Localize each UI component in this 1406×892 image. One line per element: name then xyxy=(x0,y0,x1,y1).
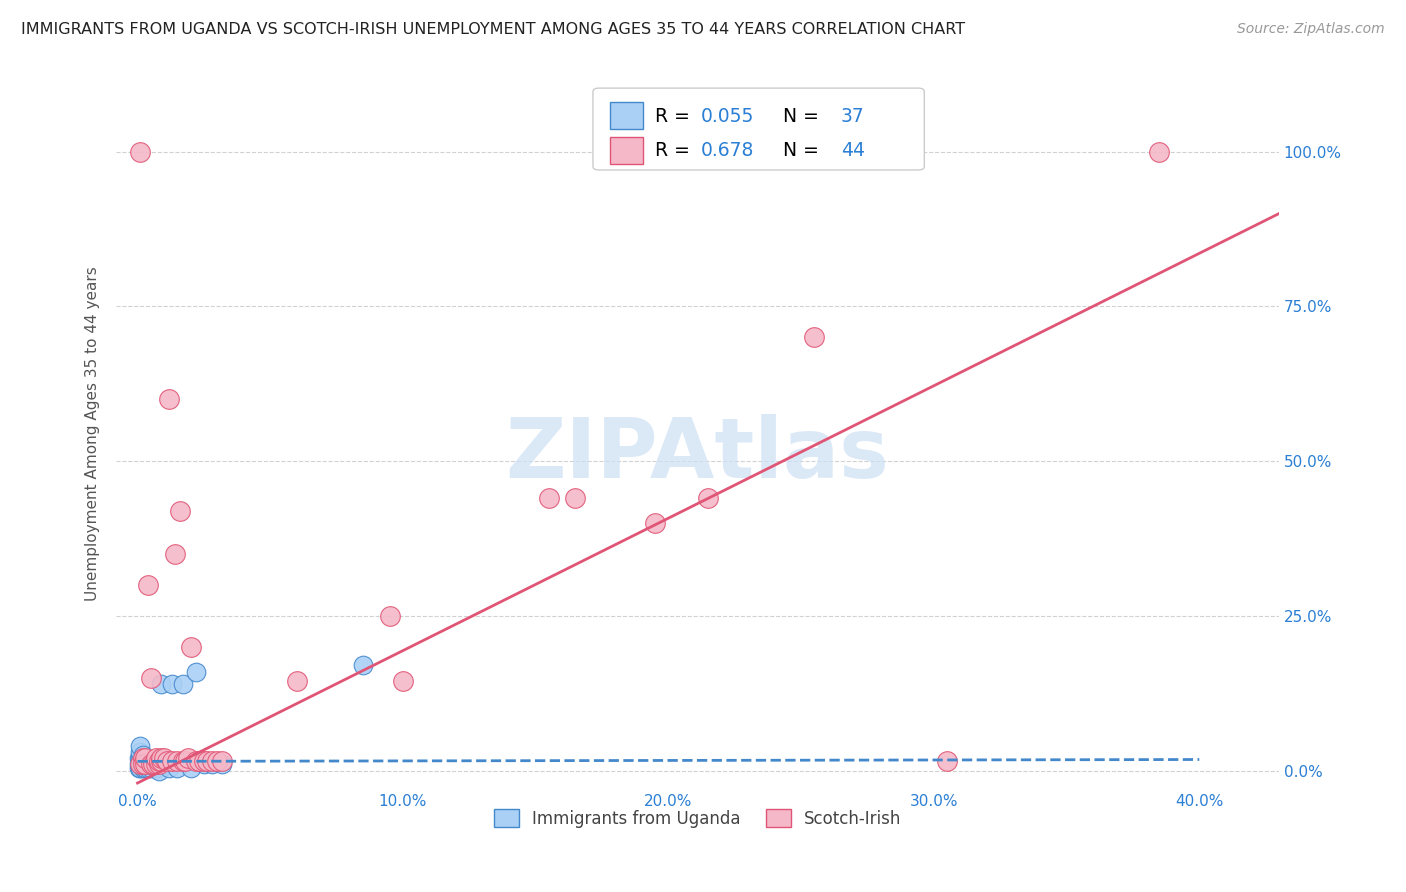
Point xyxy=(145,757,167,772)
Point xyxy=(134,760,156,774)
Point xyxy=(697,491,720,506)
Point xyxy=(644,516,666,530)
Point xyxy=(184,665,207,679)
Point xyxy=(180,760,202,774)
Point xyxy=(193,757,215,772)
Point xyxy=(166,760,188,774)
Point xyxy=(129,760,152,774)
FancyBboxPatch shape xyxy=(593,88,924,170)
Point xyxy=(352,658,374,673)
Point xyxy=(160,677,183,691)
Legend: Immigrants from Uganda, Scotch-Irish: Immigrants from Uganda, Scotch-Irish xyxy=(486,803,908,834)
Point xyxy=(803,330,825,344)
Point xyxy=(150,677,173,691)
Point xyxy=(187,755,209,769)
Point xyxy=(139,671,162,685)
Point xyxy=(205,755,228,769)
Point xyxy=(134,757,156,772)
Point xyxy=(564,491,586,506)
Point xyxy=(139,757,162,772)
Point xyxy=(174,755,197,769)
Point xyxy=(157,760,180,774)
Text: Source: ZipAtlas.com: Source: ZipAtlas.com xyxy=(1237,22,1385,37)
Point xyxy=(129,751,152,765)
Point xyxy=(129,755,152,769)
Point xyxy=(129,145,152,159)
Text: R =: R = xyxy=(655,141,696,161)
Text: N =: N = xyxy=(770,107,825,126)
Point xyxy=(129,745,152,759)
Point xyxy=(285,673,308,688)
Point xyxy=(132,757,155,772)
Text: 44: 44 xyxy=(841,141,865,161)
Y-axis label: Unemployment Among Ages 35 to 44 years: Unemployment Among Ages 35 to 44 years xyxy=(86,266,100,600)
Point xyxy=(136,578,159,592)
Point xyxy=(131,757,153,772)
Point xyxy=(139,760,162,774)
Point xyxy=(936,755,959,769)
Point xyxy=(129,757,152,772)
FancyBboxPatch shape xyxy=(610,136,643,163)
Point xyxy=(148,757,170,772)
Point xyxy=(132,757,155,772)
Text: 37: 37 xyxy=(841,107,865,126)
Point xyxy=(129,757,152,772)
Point xyxy=(145,760,167,774)
Point xyxy=(148,764,170,778)
Point xyxy=(195,755,218,769)
Point xyxy=(150,751,173,765)
Point xyxy=(211,755,233,769)
Text: 0.055: 0.055 xyxy=(702,107,755,126)
Point xyxy=(169,504,191,518)
Point xyxy=(132,751,155,765)
Point xyxy=(201,757,224,772)
Text: IMMIGRANTS FROM UGANDA VS SCOTCH-IRISH UNEMPLOYMENT AMONG AGES 35 TO 44 YEARS CO: IMMIGRANTS FROM UGANDA VS SCOTCH-IRISH U… xyxy=(21,22,965,37)
Point xyxy=(163,547,186,561)
Point xyxy=(136,757,159,772)
Point xyxy=(153,757,176,772)
Point xyxy=(166,755,188,769)
Point xyxy=(172,755,194,769)
Point xyxy=(136,760,159,774)
Point xyxy=(128,760,150,774)
Point xyxy=(132,755,155,769)
Point xyxy=(160,755,183,769)
Point xyxy=(134,751,156,765)
Point xyxy=(134,757,156,772)
Point xyxy=(177,751,200,765)
Point xyxy=(142,757,165,772)
Point xyxy=(150,755,173,769)
Point xyxy=(142,757,165,772)
Point xyxy=(201,755,224,769)
Point xyxy=(156,755,179,769)
Point xyxy=(134,751,156,765)
Point xyxy=(139,755,162,769)
Point xyxy=(129,739,152,753)
Text: 0.678: 0.678 xyxy=(702,141,755,161)
Point xyxy=(193,755,215,769)
Point xyxy=(128,751,150,765)
Point xyxy=(537,491,560,506)
Point xyxy=(180,640,202,654)
Point xyxy=(132,748,155,763)
Point xyxy=(148,755,170,769)
Point xyxy=(378,608,401,623)
Text: R =: R = xyxy=(655,107,696,126)
Point xyxy=(132,751,155,765)
Point xyxy=(1149,145,1171,159)
Point xyxy=(172,677,194,691)
FancyBboxPatch shape xyxy=(610,103,643,129)
Point xyxy=(157,392,180,407)
Point xyxy=(145,751,167,765)
Point xyxy=(132,760,155,774)
Point xyxy=(128,757,150,772)
Text: ZIPAtlas: ZIPAtlas xyxy=(506,414,890,495)
Text: N =: N = xyxy=(770,141,825,161)
Point xyxy=(392,673,415,688)
Point xyxy=(211,757,233,772)
Point xyxy=(153,751,176,765)
Point xyxy=(184,755,207,769)
